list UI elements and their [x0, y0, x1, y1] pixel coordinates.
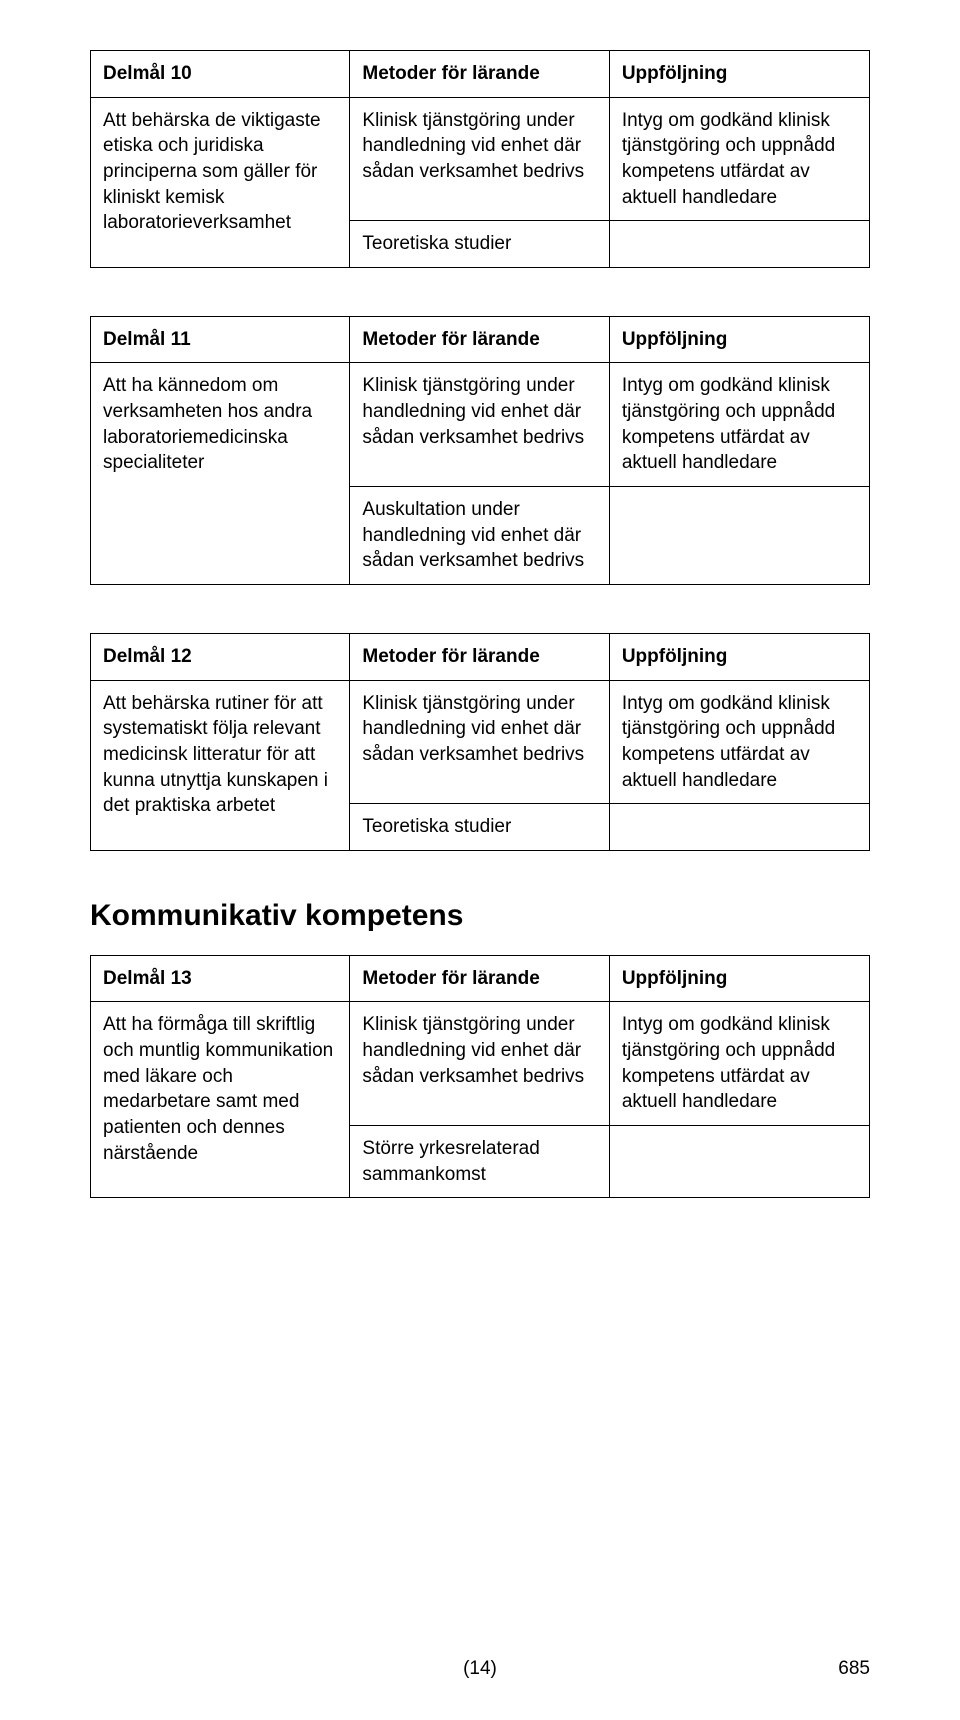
methods-header: Metoder för lärande	[350, 633, 609, 680]
delmal-12-goal: Att behärska rutiner för att systematisk…	[91, 680, 350, 850]
followup-header: Uppföljning	[609, 633, 869, 680]
delmal-13-followup-1: Intyg om godkänd klinisk tjänstgöring oc…	[609, 1002, 869, 1126]
delmal-10-title: Delmål 10	[91, 51, 350, 98]
delmal-12-followup-1: Intyg om godkänd klinisk tjänstgöring oc…	[609, 680, 869, 804]
delmal-12-title: Delmål 12	[91, 633, 350, 680]
section-heading: Kommunikativ kompetens	[90, 899, 870, 933]
delmal-11-method-2: Auskultation under handledning vid enhet…	[350, 487, 609, 585]
page-footer-right: 685	[838, 1658, 870, 1680]
followup-header: Uppföljning	[609, 955, 869, 1002]
delmal-13-title: Delmål 13	[91, 955, 350, 1002]
methods-header: Metoder för lärande	[350, 316, 609, 363]
delmal-11-followup-1: Intyg om godkänd klinisk tjänstgöring oc…	[609, 363, 869, 487]
delmal-13-goal: Att ha förmåga till skriftlig och muntli…	[91, 1002, 350, 1198]
delmal-13-method-1: Klinisk tjänstgöring under handledning v…	[350, 1002, 609, 1126]
delmal-12-table: Delmål 12 Metoder för lärande Uppföljnin…	[90, 633, 870, 851]
delmal-10-table: Delmål 10 Metoder för lärande Uppföljnin…	[90, 50, 870, 268]
page-footer-center: (14)	[0, 1658, 960, 1680]
delmal-12-method-1: Klinisk tjänstgöring under handledning v…	[350, 680, 609, 804]
delmal-13-method-2: Större yrkesrelaterad sammankomst	[350, 1126, 609, 1198]
delmal-12-method-2: Teoretiska studier	[350, 804, 609, 851]
delmal-11-method-1: Klinisk tjänstgöring under handledning v…	[350, 363, 609, 487]
delmal-11-table: Delmål 11 Metoder för lärande Uppföljnin…	[90, 316, 870, 585]
delmal-13-followup-2	[609, 1126, 869, 1198]
followup-header: Uppföljning	[609, 51, 869, 98]
delmal-11-goal: Att ha kännedom om verksamheten hos andr…	[91, 363, 350, 584]
delmal-11-title: Delmål 11	[91, 316, 350, 363]
delmal-10-followup-2	[609, 221, 869, 268]
delmal-10-method-2: Teoretiska studier	[350, 221, 609, 268]
methods-header: Metoder för lärande	[350, 51, 609, 98]
followup-header: Uppföljning	[609, 316, 869, 363]
delmal-10-method-1: Klinisk tjänstgöring under handledning v…	[350, 97, 609, 221]
delmal-12-followup-2	[609, 804, 869, 851]
methods-header: Metoder för lärande	[350, 955, 609, 1002]
delmal-10-goal: Att behärska de viktigaste etiska och ju…	[91, 97, 350, 267]
delmal-11-followup-2	[609, 487, 869, 585]
delmal-13-table: Delmål 13 Metoder för lärande Uppföljnin…	[90, 955, 870, 1198]
delmal-10-followup-1: Intyg om godkänd klinisk tjänstgöring oc…	[609, 97, 869, 221]
